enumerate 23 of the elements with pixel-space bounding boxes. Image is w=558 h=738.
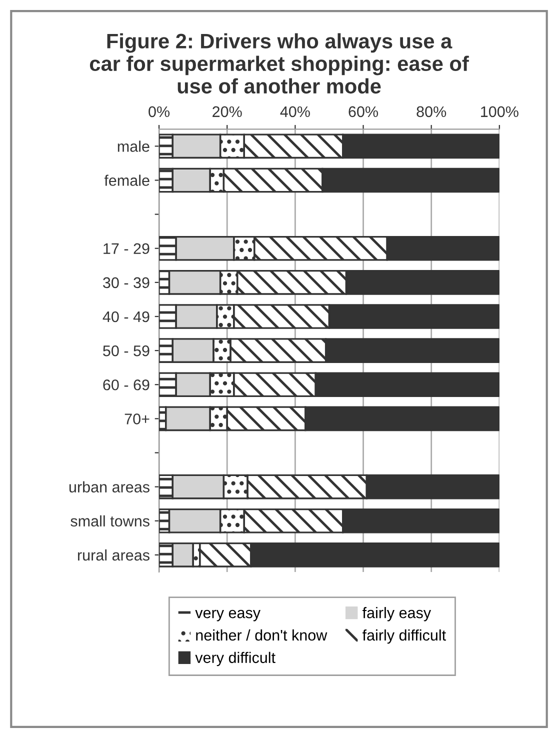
- y-tick-label: 30 - 39: [103, 277, 150, 288]
- y-tick-label: 40 - 49: [102, 311, 150, 322]
- x-tick-label: 60%: [348, 106, 378, 118]
- legend-label: very easy: [195, 610, 260, 622]
- x-tick-label: 0%: [148, 106, 170, 118]
- y-tick-label: 50 - 59: [103, 345, 150, 356]
- y-tick-label: female: [104, 174, 150, 186]
- legend-label: fairly difficult: [362, 629, 446, 644]
- y-tick-label: 70+: [124, 414, 150, 424]
- x-tick-label: 20%: [212, 106, 242, 118]
- legend-label: very difficult: [195, 652, 276, 666]
- legend-label: neither / don't know: [196, 629, 328, 641]
- y-tick-label: small towns: [70, 515, 150, 527]
- y-tick-label: male: [118, 140, 150, 152]
- legend-label: fairly easy: [362, 607, 432, 622]
- y-tick-label: urban areas: [69, 481, 150, 492]
- x-tick-label: 100%: [481, 106, 518, 118]
- y-tick-label: 17 - 29: [104, 243, 150, 254]
- x-tick-label: 80%: [416, 106, 446, 118]
- chart-title: Figure 2: Drivers who always use a car for supermarket shopping: ease of use of another mode: [90, 33, 469, 94]
- y-tick-label: rural areas: [78, 549, 150, 561]
- x-tick-label: 40%: [280, 106, 310, 118]
- y-tick-label: 60 - 69: [103, 379, 150, 390]
